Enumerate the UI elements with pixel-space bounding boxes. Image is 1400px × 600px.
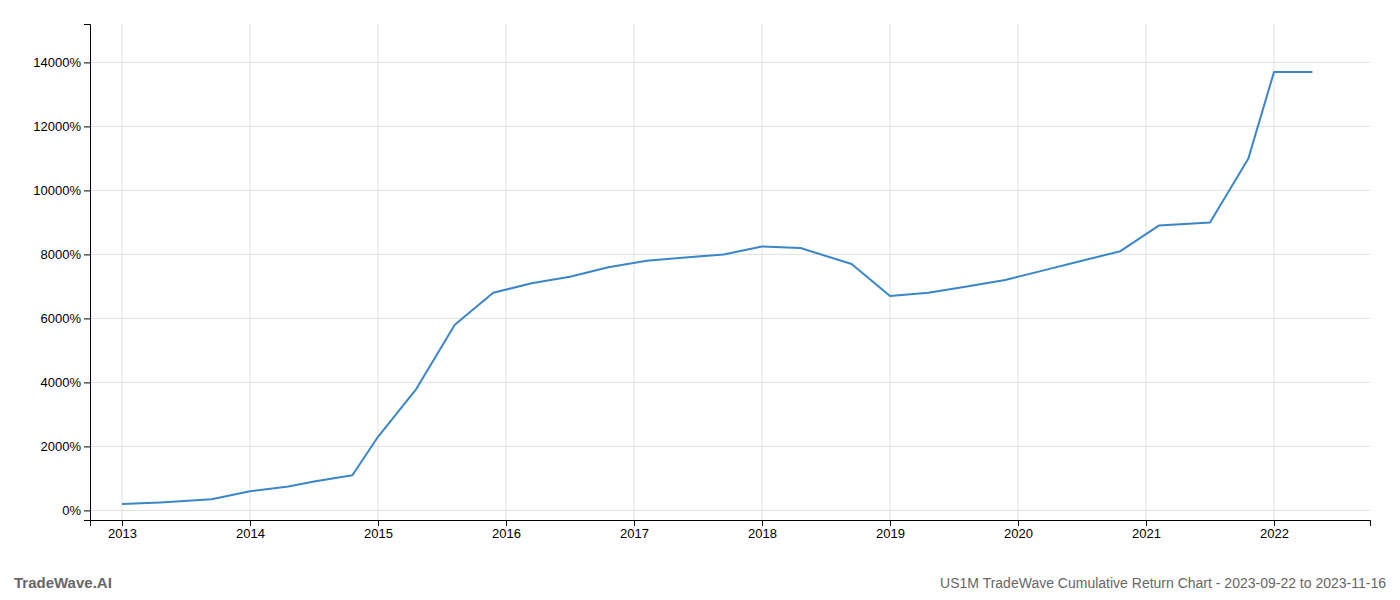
y-tick-mark — [84, 190, 90, 191]
x-tick: 2021 — [1132, 520, 1161, 541]
x-tick: 2022 — [1260, 520, 1289, 541]
grid-line — [122, 24, 123, 520]
x-tick: 2014 — [236, 520, 265, 541]
x-tick-mark — [890, 520, 891, 526]
line — [122, 72, 1312, 504]
x-tick: 2016 — [492, 520, 521, 541]
x-tick-label: 2014 — [236, 526, 265, 541]
grid-line — [1274, 24, 1275, 520]
x-tick-label: 2020 — [1004, 526, 1033, 541]
grid-line — [634, 24, 635, 520]
grid-line — [1146, 24, 1147, 520]
y-tick: 12000% — [33, 119, 90, 134]
x-tick-label: 2021 — [1132, 526, 1161, 541]
grid-line — [90, 382, 1370, 383]
grid-line — [762, 24, 763, 520]
x-tick: 2020 — [1004, 520, 1033, 541]
y-tick-mark — [84, 382, 90, 383]
x-tick: 2015 — [364, 520, 393, 541]
y-tick-label: 10000% — [33, 183, 81, 198]
y-tick-mark — [84, 446, 90, 447]
y-tick-mark — [84, 62, 90, 63]
y-tick-label: 12000% — [33, 119, 81, 134]
y-tick-mark — [84, 126, 90, 127]
y-tick-label: 6000% — [41, 311, 82, 326]
plot: 2013 2014 2015 2016 2017 2018 2019 2020 2021 2022… — [33, 24, 1370, 541]
x-tick-label: 2016 — [492, 526, 521, 541]
series-area — [122, 72, 1312, 504]
x-tick-label: 2018 — [748, 526, 777, 541]
chart: 2013 2014 2015 2016 2017 2018 2019 2020 2021 2022… — [0, 0, 1400, 600]
x-tick-mark — [378, 520, 379, 526]
y-tick: 14000% — [33, 55, 90, 70]
x-tick-mark — [1146, 520, 1147, 526]
y-tick-label: 8000% — [41, 247, 82, 262]
grid-line — [1018, 24, 1019, 520]
grid-line — [90, 190, 1370, 191]
y-tick-label: 0% — [62, 503, 81, 518]
y-tick-label: 2000% — [41, 439, 82, 454]
y-tick: 6000% — [41, 311, 90, 326]
x-tick-mark — [1274, 520, 1275, 526]
grid-line — [90, 318, 1370, 319]
x-axis: 2013 2014 2015 2016 2017 2018 2019 2020 2021 2022 — [91, 520, 1371, 541]
y-tick-label: 4000% — [41, 375, 82, 390]
x-tick: 2019 — [876, 520, 905, 541]
x-axis-line — [91, 521, 1371, 527]
y-tick-mark — [84, 254, 90, 255]
y-tick-label: 14000% — [33, 55, 81, 70]
title: US1M TradeWave Cumulative Return Chart -… — [940, 575, 1386, 591]
grid-line — [90, 510, 1370, 511]
x-tick-mark — [634, 520, 635, 526]
x-tick-mark — [250, 520, 251, 526]
x-tick-label: 2022 — [1260, 526, 1289, 541]
watermark: TradeWave.AI — [14, 574, 112, 591]
grid — [90, 24, 1370, 520]
grid-line — [378, 24, 379, 520]
x-tick-label: 2019 — [876, 526, 905, 541]
x-tick-mark — [506, 520, 507, 526]
y-tick-mark — [84, 510, 90, 511]
grid-line — [90, 126, 1370, 127]
x-tick-mark — [122, 520, 123, 526]
grid-line — [90, 446, 1370, 447]
y-tick: 4000% — [41, 375, 90, 390]
x-tick: 2017 — [620, 520, 649, 541]
x-tick-label: 2017 — [620, 526, 649, 541]
grid-line — [890, 24, 891, 520]
grid-line — [250, 24, 251, 520]
grid-line — [90, 62, 1370, 63]
y-tick: 8000% — [41, 247, 90, 262]
x-tick-label: 2013 — [108, 526, 137, 541]
y-tick: 2000% — [41, 439, 90, 454]
grid-line — [506, 24, 507, 520]
y-tick: 0% — [62, 503, 90, 518]
y-axis-line — [84, 25, 91, 521]
x-tick-mark — [762, 520, 763, 526]
x-tick: 2018 — [748, 520, 777, 541]
y-axis: 0% 2000% 4000% 6000% 8000% 10000% 12000% 14000% — [33, 25, 90, 521]
y-tick-mark — [84, 318, 90, 319]
x-tick-mark — [1018, 520, 1019, 526]
x-tick: 2013 — [108, 520, 137, 541]
x-tick-label: 2015 — [364, 526, 393, 541]
y-tick: 10000% — [33, 183, 90, 198]
